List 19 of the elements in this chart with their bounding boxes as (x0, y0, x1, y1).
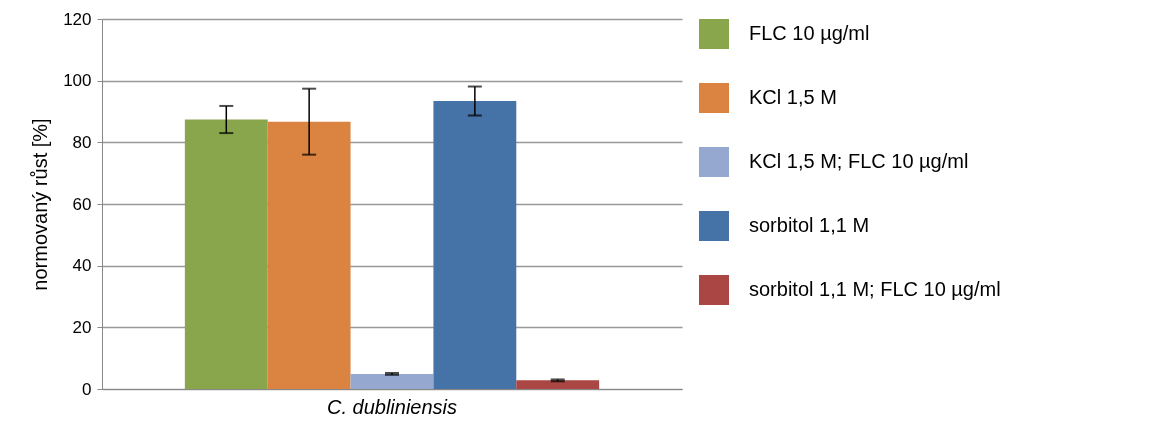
y-tick-label: 100 (63, 71, 92, 91)
bar (516, 380, 600, 389)
x-tick-label: C. dubliniensis (326, 395, 458, 418)
y-tick-label: 120 (63, 9, 92, 29)
bar (350, 373, 434, 389)
bar (184, 119, 268, 389)
bar (433, 101, 517, 389)
y-tick-label: 40 (72, 256, 92, 276)
y-tick-label: 20 (72, 317, 92, 337)
legend-label: FLC 10 µg/ml (749, 22, 870, 44)
legend-label: sorbitol 1,1 M; FLC 10 µg/ml (749, 278, 1001, 300)
y-tick-label: 60 (72, 194, 92, 214)
legend-label: KCl 1,5 M (749, 86, 837, 108)
y-tick-label: 0 (82, 379, 92, 399)
y-axis-title: normovaný růst [%] (29, 118, 52, 291)
legend-label: sorbitol 1,1 M (749, 214, 870, 236)
legend-label: KCl 1,5 M; FLC 10 µg/ml (749, 150, 969, 172)
bar (267, 121, 351, 389)
y-tick-label: 80 (72, 132, 92, 152)
